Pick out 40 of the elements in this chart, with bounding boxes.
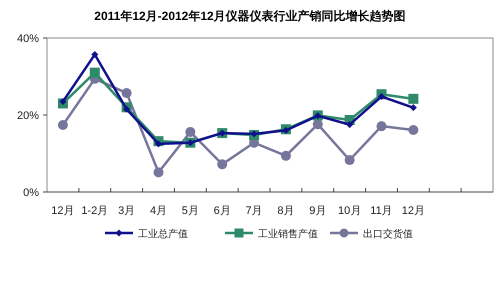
- x-tick-label: 9月: [309, 205, 326, 217]
- point: [154, 167, 164, 178]
- x-tick-label: 12月: [402, 205, 425, 217]
- x-tick-label: 4月: [150, 205, 168, 217]
- x-tick-label: 7月: [246, 205, 263, 217]
- point: [91, 51, 98, 58]
- point: [122, 88, 132, 98]
- point: [185, 126, 196, 137]
- chart-title: 2011年12月-2012年12月仪器仪表行业产销同比增长趋势图: [94, 9, 406, 23]
- legend-label: 工业销售产值: [258, 228, 318, 240]
- point: [280, 150, 291, 161]
- point: [123, 106, 130, 113]
- legend-label: 工业总产值: [138, 228, 188, 240]
- point: [408, 94, 418, 104]
- point: [250, 130, 258, 138]
- point: [59, 98, 66, 106]
- point: [155, 140, 162, 148]
- x-tick-label: 8月: [277, 205, 294, 217]
- point: [58, 120, 68, 130]
- point: [378, 93, 385, 100]
- legend-label: 出口交货值: [363, 228, 413, 240]
- x-tick-label: 12月: [51, 205, 75, 217]
- point: [90, 68, 100, 78]
- x-tick-label: 10月: [338, 205, 362, 217]
- x-tick-label: 6月: [214, 205, 231, 217]
- point: [217, 159, 228, 170]
- x-tick-label: 11月: [370, 205, 393, 217]
- y-tick-label: 0%: [23, 187, 40, 199]
- y-tick-label: 20%: [16, 110, 40, 122]
- point: [282, 126, 290, 134]
- point: [410, 104, 417, 112]
- point: [346, 121, 354, 128]
- x-tick-label: 3月: [118, 205, 136, 217]
- x-tick-label: 5月: [182, 205, 199, 217]
- point: [408, 125, 418, 136]
- y-tick-label: 40%: [16, 33, 40, 45]
- point: [312, 119, 323, 130]
- x-tick-label: 1-2月: [81, 205, 108, 217]
- point: [376, 121, 386, 132]
- point: [344, 155, 355, 166]
